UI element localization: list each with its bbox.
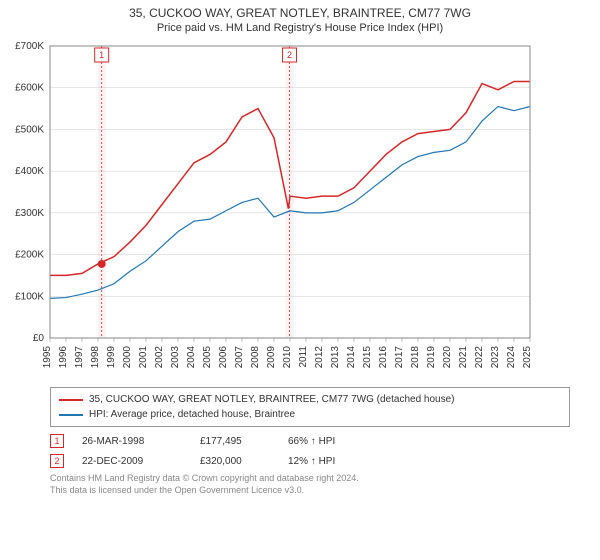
svg-text:2013: 2013 (330, 346, 341, 369)
event-row: 1 26-MAR-1998 £177,495 66% ↑ HPI (50, 431, 570, 451)
legend-label: HPI: Average price, detached house, Brai… (89, 407, 295, 422)
event-date: 26-MAR-1998 (82, 436, 182, 447)
svg-text:2025: 2025 (522, 346, 533, 369)
legend-item: HPI: Average price, detached house, Brai… (59, 407, 561, 422)
svg-text:£200K: £200K (15, 250, 44, 261)
svg-text:1999: 1999 (106, 346, 117, 369)
svg-text:2003: 2003 (170, 346, 181, 369)
svg-text:£400K: £400K (15, 166, 44, 177)
chart-subtitle: Price paid vs. HM Land Registry's House … (0, 20, 600, 38)
svg-text:1997: 1997 (74, 346, 85, 369)
svg-text:2016: 2016 (378, 346, 389, 369)
event-pct: 66% ↑ HPI (288, 436, 378, 447)
svg-text:2019: 2019 (426, 346, 437, 369)
svg-text:2000: 2000 (122, 346, 133, 369)
legend-swatch (59, 414, 83, 416)
svg-text:1995: 1995 (42, 346, 53, 369)
svg-text:2022: 2022 (474, 346, 485, 369)
attribution-line: This data is licensed under the Open Gov… (50, 485, 570, 497)
svg-text:2008: 2008 (250, 346, 261, 369)
svg-text:£500K: £500K (15, 124, 44, 135)
svg-text:2012: 2012 (314, 346, 325, 369)
event-date: 22-DEC-2009 (82, 456, 182, 467)
event-marker-badge: 1 (50, 434, 64, 448)
svg-text:2023: 2023 (490, 346, 501, 369)
attribution-line: Contains HM Land Registry data © Crown c… (50, 473, 570, 485)
svg-text:2007: 2007 (234, 346, 245, 369)
svg-text:2001: 2001 (138, 346, 149, 369)
svg-text:1998: 1998 (90, 346, 101, 369)
svg-text:2009: 2009 (266, 346, 277, 369)
svg-text:2011: 2011 (298, 346, 309, 368)
svg-text:2004: 2004 (186, 346, 197, 369)
chart-container: 35, CUCKOO WAY, GREAT NOTLEY, BRAINTREE,… (0, 0, 600, 560)
legend-item: 35, CUCKOO WAY, GREAT NOTLEY, BRAINTREE,… (59, 392, 561, 407)
svg-text:1: 1 (99, 50, 104, 60)
line-chart-svg: 1 2 £0 £100K £200K £300K £400K £500K £600K £700K 1… (0, 38, 540, 378)
legend: 35, CUCKOO WAY, GREAT NOTLEY, BRAINTREE,… (50, 387, 570, 427)
chart-title: 35, CUCKOO WAY, GREAT NOTLEY, BRAINTREE,… (0, 0, 600, 20)
svg-text:2020: 2020 (442, 346, 453, 369)
svg-text:2005: 2005 (202, 346, 213, 369)
legend-swatch (59, 399, 83, 401)
event-row: 2 22-DEC-2009 £320,000 12% ↑ HPI (50, 451, 570, 471)
svg-text:2006: 2006 (218, 346, 229, 369)
svg-text:£300K: £300K (15, 208, 44, 219)
svg-text:2: 2 (287, 50, 292, 60)
svg-text:2017: 2017 (394, 346, 405, 369)
event-pct: 12% ↑ HPI (288, 456, 378, 467)
svg-text:£700K: £700K (15, 41, 44, 52)
legend-label: 35, CUCKOO WAY, GREAT NOTLEY, BRAINTREE,… (89, 392, 455, 407)
svg-text:2002: 2002 (154, 346, 165, 369)
attribution: Contains HM Land Registry data © Crown c… (50, 473, 570, 496)
event-price: £177,495 (200, 436, 270, 447)
event-price: £320,000 (200, 456, 270, 467)
svg-text:1996: 1996 (58, 346, 69, 369)
chart-plot: 1 2 £0 £100K £200K £300K £400K £500K £600K £700K 1… (0, 38, 600, 381)
svg-text:2010: 2010 (282, 346, 293, 369)
event-marker-badge: 2 (50, 454, 64, 468)
event-list: 1 26-MAR-1998 £177,495 66% ↑ HPI 2 22-DE… (50, 431, 570, 471)
svg-text:2024: 2024 (506, 346, 517, 369)
svg-text:£0: £0 (33, 333, 45, 344)
svg-text:£100K: £100K (15, 291, 44, 302)
svg-text:2015: 2015 (362, 346, 373, 369)
svg-text:2018: 2018 (410, 346, 421, 369)
svg-text:2021: 2021 (458, 346, 469, 369)
svg-text:£600K: £600K (15, 83, 44, 94)
svg-text:2014: 2014 (346, 346, 357, 369)
